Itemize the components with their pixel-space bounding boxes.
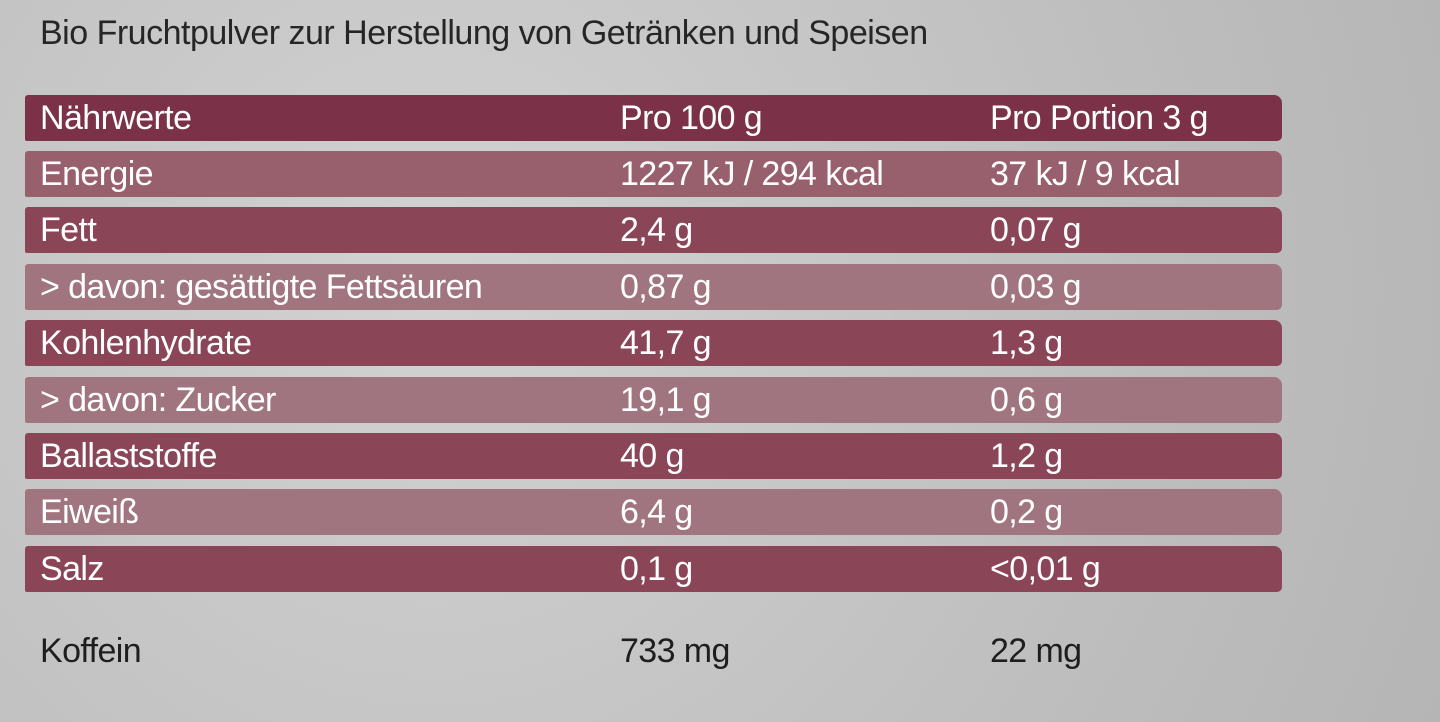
- cell: Ballaststoffe: [40, 437, 217, 475]
- cell: Koffein: [40, 632, 142, 670]
- cell: Pro Portion 3 g: [990, 99, 1208, 137]
- cell: Energie: [40, 155, 154, 193]
- cell: 41,7 g: [620, 324, 712, 363]
- cell: 1,3 g: [990, 324, 1063, 363]
- cell: 1,2 g: [990, 437, 1063, 475]
- cell: > davon: Zucker: [40, 380, 276, 419]
- cell: 0,03 g: [990, 267, 1082, 306]
- cell: 1227 kJ / 294 kcal: [620, 155, 884, 193]
- cell: 40 g: [620, 437, 684, 475]
- table-row: Ballaststoffe 40 g 1,2 g: [25, 433, 1282, 479]
- extra-row: Koffein 733 mg 22 mg: [25, 628, 1282, 674]
- cell: Kohlenhydrate: [40, 324, 252, 363]
- cell: Salz: [40, 549, 104, 588]
- cell: 0,6 g: [990, 380, 1063, 419]
- table-row: Eiweiß 6,4 g 0,2 g: [25, 489, 1282, 536]
- cell: <0,01 g: [990, 549, 1101, 588]
- cell: 0,2 g: [990, 493, 1063, 532]
- table-row: > davon: Zucker 19,1 g 0,6 g: [25, 376, 1282, 423]
- cell: 0,07 g: [990, 211, 1082, 250]
- cell: Pro 100 g: [620, 99, 763, 137]
- table-row: Fett 2,4 g 0,07 g: [25, 207, 1282, 254]
- cell: > davon: gesättigte Fettsäuren: [40, 267, 483, 306]
- cell: Fett: [40, 211, 97, 250]
- cell: Nährwerte: [40, 99, 192, 137]
- table-row: Salz 0,1 g <0,01 g: [25, 545, 1282, 592]
- cell: 37 kJ / 9 kcal: [990, 155, 1181, 193]
- table-row: > davon: gesättigte Fettsäuren 0,87 g 0,03…: [25, 263, 1282, 310]
- table-row: Kohlenhydrate 41,7 g 1,3 g: [25, 320, 1282, 367]
- cell: 733 mg: [620, 632, 730, 670]
- cell: 0,87 g: [620, 267, 712, 306]
- cell: 22 mg: [990, 632, 1082, 670]
- title: Bio Fruchtpulver zur Herstellung von Get…: [40, 14, 928, 52]
- table-row: Energie 1227 kJ / 294 kcal 37 kJ / 9 kcal: [25, 151, 1282, 197]
- cell: Eiweiß: [40, 493, 139, 532]
- header-row: Nährwerte Pro 100 g Pro Portion 3 g: [25, 95, 1282, 141]
- cell: 2,4 g: [620, 211, 693, 250]
- cell: 0,1 g: [620, 549, 693, 588]
- cell: 19,1 g: [620, 380, 712, 419]
- cell: 6,4 g: [620, 493, 693, 532]
